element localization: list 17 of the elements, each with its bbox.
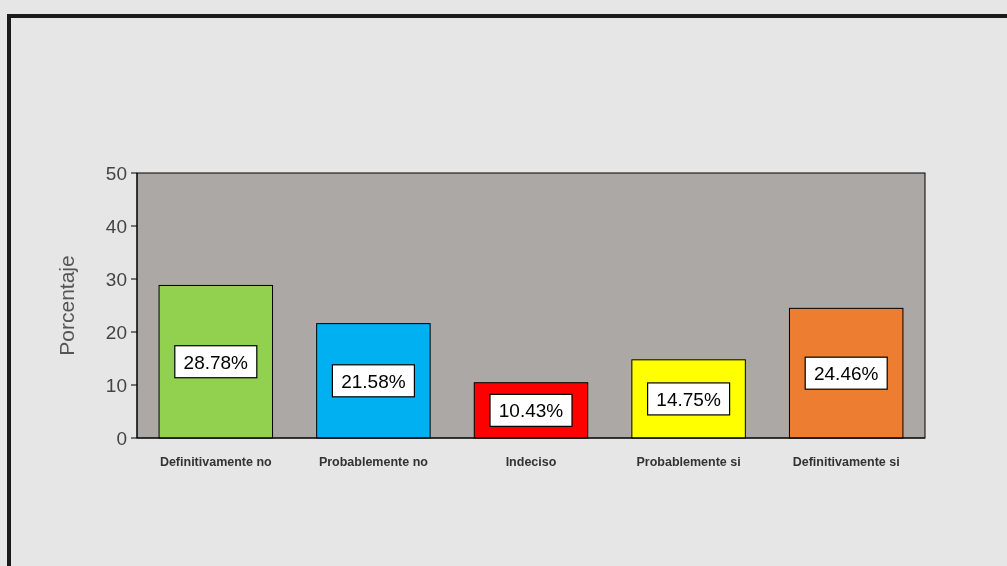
y-tick-label: 20 xyxy=(105,322,127,343)
y-tick-label: 10 xyxy=(105,375,127,396)
data-label: 10.43% xyxy=(498,400,564,422)
x-tick-label: Definitivamente no xyxy=(159,455,273,469)
y-axis-title: Porcentaje xyxy=(55,255,78,356)
data-label: 24.46% xyxy=(813,363,879,385)
x-tick-label: Definitivamente si xyxy=(792,455,900,469)
y-tick-label: 40 xyxy=(105,216,127,237)
data-label: 28.78% xyxy=(183,351,249,373)
data-label: 14.75% xyxy=(656,388,721,410)
y-tick-label: 0 xyxy=(116,428,127,449)
y-tick-label: 30 xyxy=(105,269,127,290)
data-label: 21.58% xyxy=(341,370,406,392)
y-tick-label: 50 xyxy=(105,163,127,184)
x-tick-label: Probablemente si xyxy=(636,455,741,469)
x-tick-label: Indeciso xyxy=(505,455,557,469)
x-tick-label: Probablemente no xyxy=(318,455,429,469)
